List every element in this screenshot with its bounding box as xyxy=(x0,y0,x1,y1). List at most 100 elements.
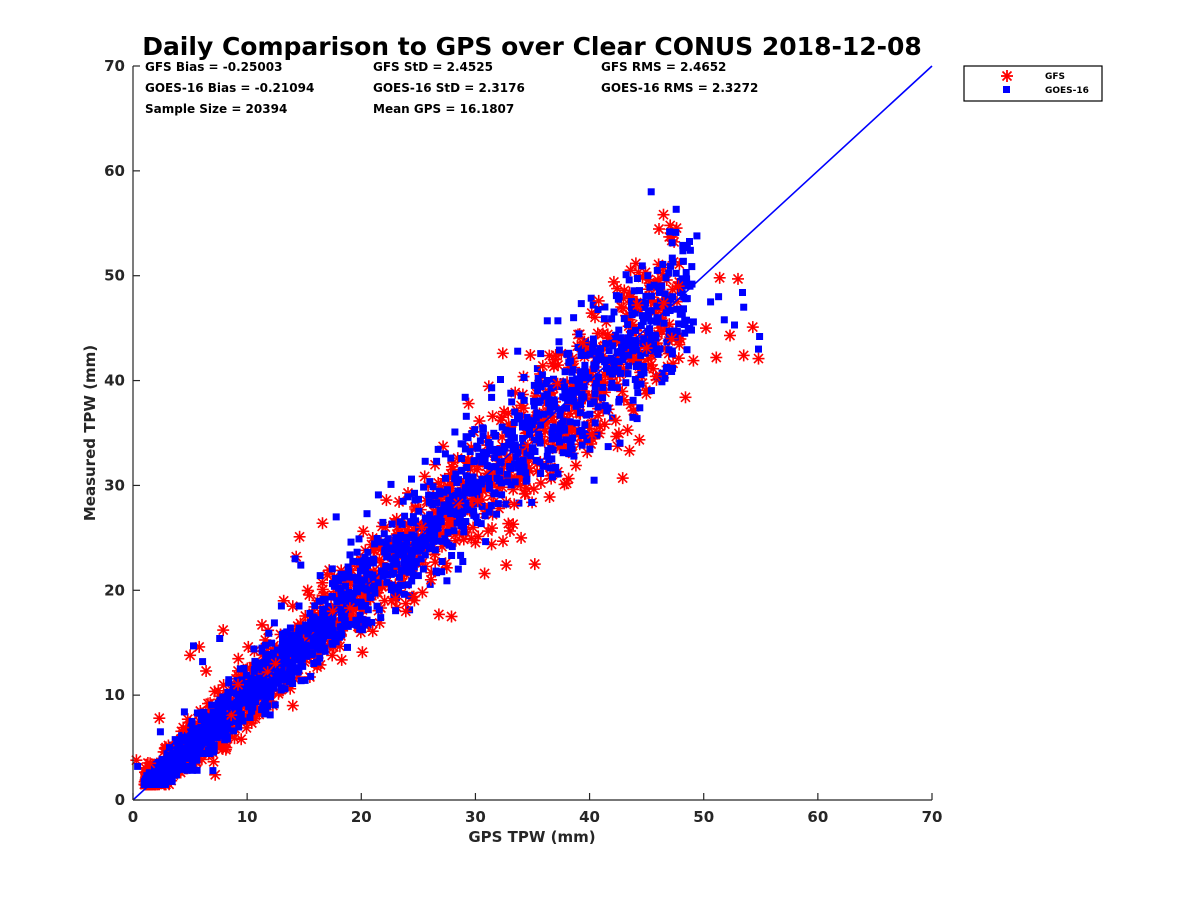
goes-point xyxy=(686,246,694,254)
goes-point xyxy=(310,639,318,647)
goes-point xyxy=(230,727,238,735)
gfs-point xyxy=(177,721,190,734)
goes-point xyxy=(247,674,255,682)
goes-point xyxy=(464,434,472,442)
goes-point xyxy=(427,543,435,551)
goes-point xyxy=(452,470,460,478)
goes-point xyxy=(278,630,286,638)
goes-point xyxy=(248,706,255,714)
goes-point xyxy=(426,511,434,519)
goes-point xyxy=(629,347,637,355)
goes-point xyxy=(605,347,613,355)
goes-point xyxy=(522,469,530,477)
goes-point xyxy=(461,489,469,497)
goes-point xyxy=(209,767,217,775)
goes-point xyxy=(356,567,364,575)
goes-point xyxy=(605,339,613,347)
goes-point xyxy=(529,444,536,452)
goes-point xyxy=(306,609,314,617)
goes-point xyxy=(345,567,353,575)
goes-point xyxy=(386,563,394,571)
goes-point xyxy=(466,448,474,456)
goes-point xyxy=(287,650,295,658)
goes-point xyxy=(352,620,360,627)
goes-point xyxy=(602,356,610,364)
goes-point xyxy=(288,661,296,669)
goes-point xyxy=(538,371,546,379)
goes-point xyxy=(620,352,628,360)
goes-point xyxy=(511,441,519,449)
goes-point xyxy=(358,616,366,623)
gfs-point xyxy=(687,354,700,367)
goes-point xyxy=(636,404,644,412)
goes-point xyxy=(668,254,676,262)
goes-point xyxy=(411,489,418,497)
goes-point xyxy=(660,319,668,327)
goes-point xyxy=(535,433,543,441)
goes-point xyxy=(156,728,164,736)
goes-point xyxy=(203,723,211,731)
gfs-point xyxy=(335,653,348,666)
goes-point xyxy=(650,281,658,289)
gfs-point xyxy=(601,328,614,341)
goes-point xyxy=(353,558,361,566)
goes-point xyxy=(647,307,655,315)
goes-point xyxy=(356,611,364,619)
goes-point xyxy=(308,642,316,650)
goes-point xyxy=(262,685,270,693)
goes-point xyxy=(409,571,417,579)
goes-point xyxy=(474,444,482,452)
goes-point xyxy=(291,644,299,652)
goes-point xyxy=(632,326,639,334)
goes-point xyxy=(561,388,569,396)
goes-point xyxy=(404,493,412,501)
goes-point xyxy=(495,477,503,485)
goes-point xyxy=(273,646,281,654)
goes-point xyxy=(582,351,590,359)
stat-goes-std: GOES-16 StD = 2.3176 xyxy=(373,81,525,95)
goes-point xyxy=(448,543,456,551)
goes-point xyxy=(276,670,284,678)
goes-point xyxy=(591,419,599,427)
goes-point xyxy=(585,374,593,382)
goes-point xyxy=(607,354,615,362)
goes-point xyxy=(669,258,677,266)
goes-point xyxy=(537,350,545,358)
gfs-point xyxy=(547,360,560,373)
goes-point xyxy=(335,605,343,613)
gfs-point xyxy=(527,483,540,496)
gfs-point xyxy=(240,721,253,734)
goes-point xyxy=(627,298,635,306)
goes-point xyxy=(229,687,237,695)
goes-point xyxy=(166,744,173,752)
goes-point xyxy=(440,501,448,509)
gfs-point xyxy=(326,649,339,662)
goes-point xyxy=(537,470,545,477)
goes-point xyxy=(582,338,589,346)
goes-point xyxy=(581,361,589,369)
goes-point xyxy=(469,473,477,481)
goes-point xyxy=(416,540,424,548)
stats-block: GFS Bias = -0.25003 GFS StD = 2.4525 GFS… xyxy=(145,60,758,116)
goes-point xyxy=(663,338,671,346)
goes-point xyxy=(341,617,349,625)
goes-point xyxy=(583,436,591,444)
x-tick-label: 70 xyxy=(922,808,943,826)
goes-point xyxy=(450,527,458,535)
goes-point xyxy=(431,546,439,554)
gfs-point xyxy=(378,594,391,607)
goes-point xyxy=(494,500,502,508)
goes-point xyxy=(467,489,475,497)
goes-point xyxy=(678,275,686,283)
goes-point xyxy=(589,301,597,309)
goes-point xyxy=(589,344,597,352)
goes-point xyxy=(462,472,470,480)
goes-point xyxy=(157,768,165,776)
goes-point xyxy=(134,762,142,770)
goes-point xyxy=(200,719,208,726)
goes-point xyxy=(329,640,337,648)
goes-point xyxy=(425,533,433,541)
goes-point xyxy=(617,334,625,342)
legend-gfs-label: GFS xyxy=(1045,72,1065,82)
goes-point xyxy=(508,398,516,406)
